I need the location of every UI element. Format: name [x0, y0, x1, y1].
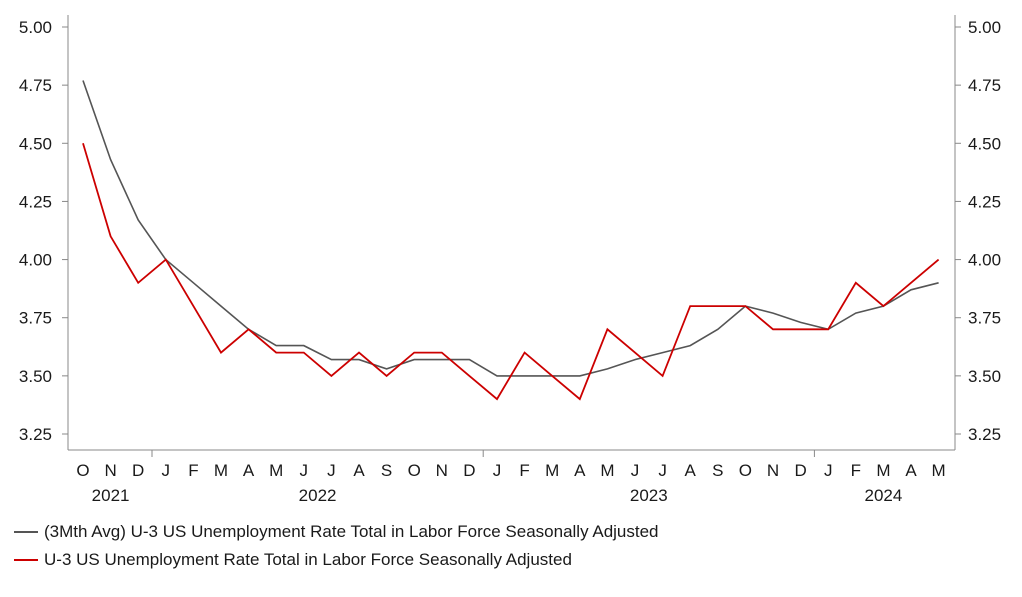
- x-tick-label: M: [932, 461, 946, 480]
- legend: (3Mth Avg) U-3 US Unemployment Rate Tota…: [14, 518, 659, 574]
- legend-swatch-red: [14, 559, 38, 561]
- right-y-tick-label: 4.00: [968, 251, 1001, 270]
- x-tick-label: J: [493, 461, 502, 480]
- x-tick-label: A: [905, 461, 917, 480]
- series-line-u3-rate: [82, 143, 940, 401]
- left-y-tick-label: 3.75: [19, 309, 52, 328]
- x-tick-label: M: [545, 461, 559, 480]
- right-y-tick-label: 3.50: [968, 367, 1001, 386]
- x-tick-label: A: [243, 461, 255, 480]
- x-tick-label: D: [132, 461, 144, 480]
- right-y-tick-label: 4.25: [968, 192, 1001, 211]
- x-tick-label: N: [767, 461, 779, 480]
- x-tick-label: D: [794, 461, 806, 480]
- year-label: 2021: [92, 486, 130, 505]
- x-tick-label: F: [851, 461, 861, 480]
- x-tick-label: J: [658, 461, 667, 480]
- x-tick-label: J: [162, 461, 171, 480]
- x-tick-label: J: [631, 461, 640, 480]
- legend-label-u3-rate: U-3 US Unemployment Rate Total in Labor …: [44, 550, 572, 569]
- x-tick-label: M: [876, 461, 890, 480]
- legend-item-3mth-avg: (3Mth Avg) U-3 US Unemployment Rate Tota…: [14, 518, 659, 546]
- x-tick-label: J: [300, 461, 309, 480]
- x-tick-label: J: [327, 461, 336, 480]
- x-tick-label: M: [269, 461, 283, 480]
- x-tick-label: F: [519, 461, 529, 480]
- x-tick-label: J: [824, 461, 833, 480]
- series-line-3mth-avg: [82, 80, 939, 377]
- x-tick-label: N: [436, 461, 448, 480]
- x-tick-label: M: [214, 461, 228, 480]
- x-tick-label: O: [76, 461, 89, 480]
- line-chart: 5.00 5.00 4.75 4.75 4.50 4.50 4.25 4.25 4.00 4.00…: [19, 15, 1001, 505]
- left-y-tick-label: 4.25: [19, 192, 52, 211]
- x-tick-label: F: [188, 461, 198, 480]
- x-tick-label: M: [600, 461, 614, 480]
- x-tick-label: A: [353, 461, 365, 480]
- x-tick-label: D: [463, 461, 475, 480]
- legend-swatch-gray: [14, 531, 38, 533]
- x-tick-label: A: [685, 461, 697, 480]
- x-tick-label: S: [381, 461, 392, 480]
- left-y-tick-label: 4.75: [19, 76, 52, 95]
- left-y-tick-label: 3.25: [19, 425, 52, 444]
- year-label: 2022: [299, 486, 337, 505]
- left-y-tick-label: 4.50: [19, 134, 52, 153]
- right-y-tick-label: 5.00: [968, 18, 1001, 37]
- x-tick-label: O: [739, 461, 752, 480]
- right-y-tick-label: 4.50: [968, 134, 1001, 153]
- right-y-tick-label: 3.75: [968, 309, 1001, 328]
- left-y-tick-label: 3.50: [19, 367, 52, 386]
- right-y-tick-label: 3.25: [968, 425, 1001, 444]
- left-y-tick-label: 5.00: [19, 18, 52, 37]
- legend-item-u3-rate: U-3 US Unemployment Rate Total in Labor …: [14, 546, 659, 574]
- year-label: 2024: [864, 486, 902, 505]
- year-label: 2023: [630, 486, 668, 505]
- x-tick-label: A: [574, 461, 586, 480]
- x-tick-label: S: [712, 461, 723, 480]
- x-tick-label: N: [104, 461, 116, 480]
- right-y-tick-label: 4.75: [968, 76, 1001, 95]
- left-y-tick-label: 4.00: [19, 251, 52, 270]
- legend-label-3mth-avg: (3Mth Avg) U-3 US Unemployment Rate Tota…: [44, 522, 659, 541]
- x-tick-label: O: [408, 461, 421, 480]
